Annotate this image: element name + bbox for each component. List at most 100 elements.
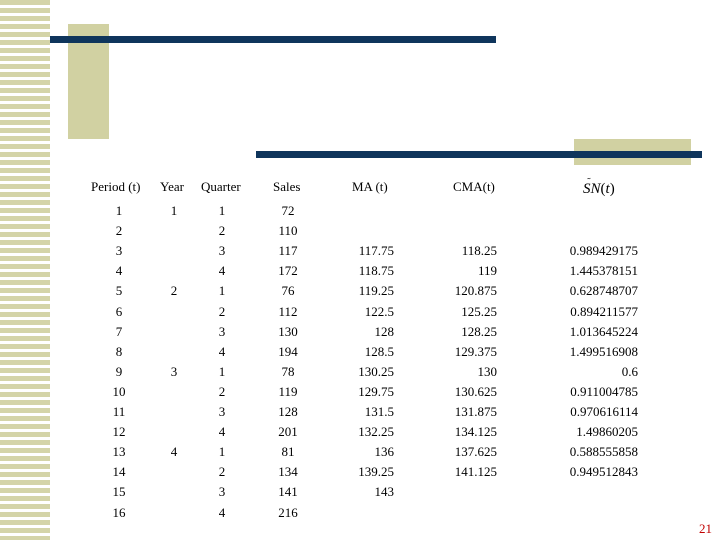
cell-period: 12 xyxy=(112,424,126,440)
cell-quarter: 4 xyxy=(218,343,226,359)
cell-sales: 141 xyxy=(278,484,298,500)
cell-cma: 119 xyxy=(477,263,497,279)
cell-ma: 136 xyxy=(374,444,395,460)
cell-ma: 122.5 xyxy=(364,303,394,319)
cell-period: 3 xyxy=(115,243,123,259)
cell-sales: 112 xyxy=(278,303,298,319)
cell-sn: 0.894211577 xyxy=(570,303,638,319)
cell-period: 7 xyxy=(115,323,123,339)
cell-year: 4 xyxy=(170,444,178,460)
header-seasonal-index: ˜ SN(t) xyxy=(583,176,615,198)
cell-quarter: 3 xyxy=(218,243,226,259)
cell-quarter: 1 xyxy=(218,203,226,218)
left-stripe-decoration xyxy=(0,0,50,540)
cell-ma: 130.25 xyxy=(358,363,394,379)
cell-sales: 119 xyxy=(278,383,298,399)
cell-sn: 1.499516908 xyxy=(569,343,638,359)
cell-sn: 0.628748707 xyxy=(569,283,638,299)
cell-quarter: 3 xyxy=(218,484,226,500)
header-sn-symbol: SN xyxy=(583,181,601,197)
cell-ma: 139.25 xyxy=(358,464,394,480)
cell-cma: 130 xyxy=(477,363,498,379)
cell-sales: 128 xyxy=(278,404,298,419)
cell-quarter: 4 xyxy=(218,424,226,440)
cell-year: 2 xyxy=(170,283,178,299)
cell-period: 6 xyxy=(115,303,123,319)
cell-ma: 117.75 xyxy=(358,243,394,259)
cell-cma: 131.875 xyxy=(454,404,497,419)
cell-period: 8 xyxy=(115,343,123,359)
cell-quarter: 2 xyxy=(218,383,226,399)
cell-cma: 118.25 xyxy=(461,243,497,259)
cell-sales: 172 xyxy=(278,263,298,279)
cell-quarter: 1 xyxy=(218,363,226,379)
cell-period: 11 xyxy=(112,404,126,419)
cell-ma: 128 xyxy=(374,323,395,339)
cell-ma: 119.25 xyxy=(358,283,394,299)
header-divider-bar xyxy=(256,151,702,158)
cell-sn: 1.445378151 xyxy=(569,263,638,279)
cell-cma: 128.25 xyxy=(461,323,497,339)
cell-sn: 0.989429175 xyxy=(569,243,638,259)
cell-ma: 132.25 xyxy=(358,424,394,440)
header-sales: Sales xyxy=(273,179,301,194)
cell-sales: 130 xyxy=(278,323,298,339)
cell-period: 14 xyxy=(112,464,126,480)
cell-sales: 76 xyxy=(281,283,295,299)
page-number: 21 xyxy=(699,521,712,536)
cell-ma: 143 xyxy=(374,484,395,500)
cell-quarter: 2 xyxy=(218,303,226,319)
cell-sales: 134 xyxy=(278,464,298,480)
header-period: Period (t) xyxy=(91,179,141,194)
cell-sales: 72 xyxy=(281,203,295,218)
cell-period: 4 xyxy=(115,263,123,279)
cell-sn: 0.6 xyxy=(621,363,638,379)
cell-sales: 81 xyxy=(281,444,295,460)
cell-cma: 134.125 xyxy=(454,424,497,440)
header-quarter: Quarter xyxy=(201,179,241,194)
top-left-accent-block xyxy=(68,24,109,139)
cell-ma: 118.75 xyxy=(358,263,394,279)
cell-sales: 194 xyxy=(278,343,298,359)
cell-year: 1 xyxy=(170,203,178,218)
cell-year: 3 xyxy=(170,363,178,379)
cell-cma: 130.625 xyxy=(454,383,497,399)
cell-sales: 110 xyxy=(278,223,298,239)
cell-quarter: 2 xyxy=(218,223,226,239)
cell-sn: 0.911004785 xyxy=(570,383,638,399)
cell-quarter: 4 xyxy=(218,504,226,520)
header-cma: CMA(t) xyxy=(453,179,495,194)
cell-period: 13 xyxy=(112,444,126,460)
cell-cma: 120.875 xyxy=(454,283,497,299)
hat-accent: ˜ xyxy=(587,176,591,188)
cell-period: 9 xyxy=(115,363,123,379)
cell-sn: 0.588555858 xyxy=(569,444,638,460)
top-title-bar xyxy=(50,36,496,43)
cell-ma: 129.75 xyxy=(358,383,394,399)
cell-sales: 216 xyxy=(278,504,298,520)
cell-sales: 78 xyxy=(281,363,295,379)
cell-ma: 128.5 xyxy=(364,343,394,359)
header-sn-argument: t xyxy=(605,181,610,197)
cell-sn: 1.49860205 xyxy=(576,424,638,440)
cell-sn: 0.970616114 xyxy=(570,404,638,419)
cell-period: 10 xyxy=(112,383,126,399)
cell-cma: 129.375 xyxy=(454,343,497,359)
cell-period: 2 xyxy=(115,223,123,239)
header-ma: MA (t) xyxy=(352,179,388,194)
cell-quarter: 4 xyxy=(218,263,226,279)
cell-period: 16 xyxy=(112,504,126,520)
cell-cma: 125.25 xyxy=(461,303,497,319)
cell-quarter: 1 xyxy=(218,444,226,460)
cell-quarter: 1 xyxy=(218,283,226,299)
cell-cma: 141.125 xyxy=(454,464,497,480)
cell-cma: 137.625 xyxy=(454,444,497,460)
cell-quarter: 2 xyxy=(218,464,226,480)
cell-sn: 1.013645224 xyxy=(569,323,638,339)
cell-period: 1 xyxy=(115,203,123,218)
cell-sn: 0.949512843 xyxy=(569,464,638,480)
cell-period: 15 xyxy=(112,484,126,500)
cell-period: 5 xyxy=(115,283,123,299)
cell-sales: 201 xyxy=(278,424,298,440)
cell-quarter: 3 xyxy=(218,404,226,419)
